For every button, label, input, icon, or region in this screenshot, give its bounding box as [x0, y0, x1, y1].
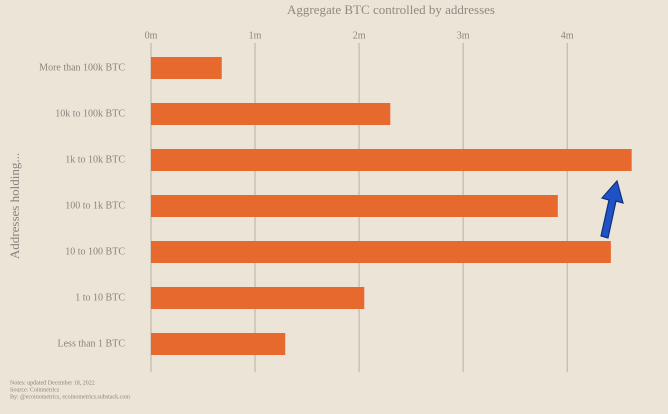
note: By: @ecoinometrics, ecoinometrics.substa… [10, 394, 130, 400]
x-tick-label: 0m [145, 30, 158, 41]
y-tick-label: 1k to 10k BTC [65, 154, 125, 165]
chart-title: Aggregate BTC controlled by addresses [287, 2, 495, 17]
bar [151, 57, 222, 79]
y-tick-label: Less than 1 BTC [58, 338, 126, 349]
x-tick-label: 2m [353, 30, 366, 41]
bar [151, 195, 558, 217]
bars [151, 57, 632, 355]
y-axis-label: Addresses holding... [7, 153, 22, 259]
bar [151, 287, 365, 309]
y-tick-label: 10k to 100k BTC [55, 108, 125, 119]
y-tick-label: 100 to 1k BTC [65, 200, 125, 211]
y-tick-label: 10 to 100 BTC [65, 246, 125, 257]
bar [151, 333, 286, 355]
arrow-annotation [600, 179, 624, 239]
bar [151, 103, 391, 125]
x-tick-label: 4m [561, 30, 574, 41]
bar [151, 241, 611, 263]
x-tick-label: 1m [249, 30, 262, 41]
note: Source: Coinmetrics [10, 387, 60, 393]
y-tick-label: 1 to 10 BTC [75, 292, 125, 303]
note: Notes: updated December 18, 2022 [10, 380, 95, 386]
x-tick-label: 3m [457, 30, 470, 41]
y-tick-label: More than 100k BTC [39, 62, 125, 73]
bar [151, 149, 632, 171]
